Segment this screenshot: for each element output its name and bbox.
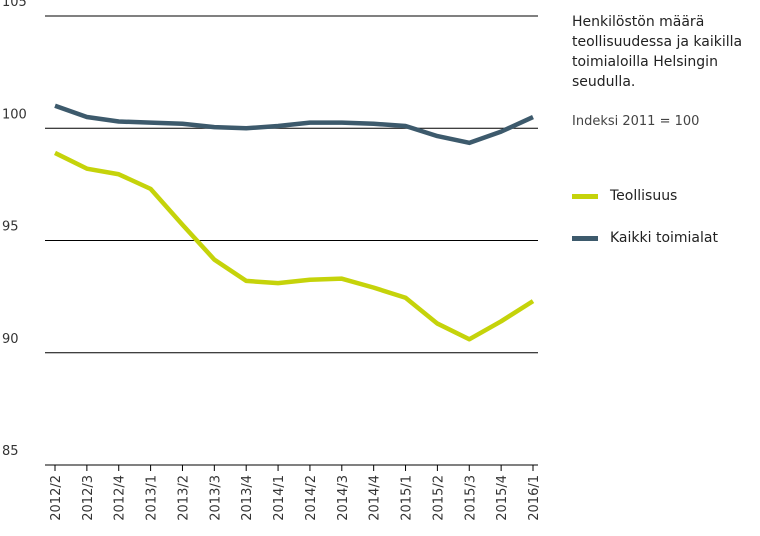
line-series: [54, 103, 534, 146]
x-tick-label: 2015/2: [431, 475, 446, 521]
x-tick-label: 2015/1: [400, 475, 415, 521]
y-tick-label: 100: [2, 107, 27, 122]
y-tick-label: 105: [2, 0, 27, 10]
x-tick-label: 2012/2: [49, 475, 64, 521]
chart-subtitle: Indeksi 2011 = 100: [572, 114, 700, 129]
x-tick-label: 2012/3: [81, 475, 96, 521]
legend-swatch: [572, 235, 598, 241]
x-tick-label: 2013/2: [176, 475, 191, 521]
x-tick-label: 2013/4: [240, 475, 255, 521]
x-tick-label: 2014/3: [336, 475, 351, 521]
x-tick-label: 2014/4: [368, 475, 383, 521]
legend-label: Kaikki toimialat: [610, 230, 718, 246]
x-tick-label: 2014/2: [304, 475, 319, 521]
y-tick-label: 95: [2, 220, 19, 235]
y-tick-label: 85: [2, 444, 19, 459]
x-tick-label: 2016/1: [527, 475, 542, 521]
x-tick-label: 2013/1: [145, 475, 160, 521]
x-tick-label: 2015/4: [495, 475, 510, 521]
x-tick-label: 2014/1: [272, 475, 287, 521]
chart-title: Henkilöstön määrä teollisuudessa ja kaik…: [572, 14, 743, 90]
x-tick-label: 2012/4: [113, 475, 128, 521]
x-tick-label: 2015/3: [463, 475, 478, 521]
x-tick-label: 2013/3: [208, 475, 223, 521]
legend-swatch: [572, 193, 598, 199]
legend-item: Teollisuus: [572, 188, 677, 204]
legend-label: Teollisuus: [610, 188, 678, 204]
y-tick-label: 90: [2, 332, 19, 347]
line-series: [54, 150, 535, 342]
legend-item: Kaikki toimialat: [572, 230, 718, 246]
